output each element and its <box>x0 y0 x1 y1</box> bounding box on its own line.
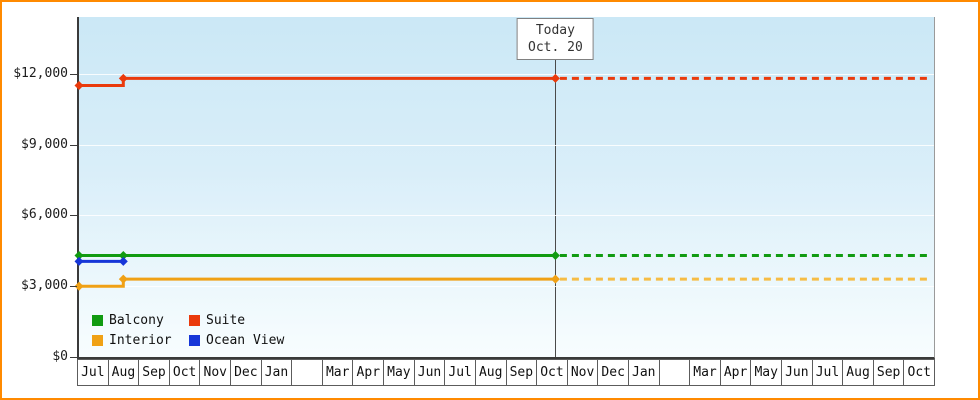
legend-label: Interior <box>109 333 172 348</box>
x-axis-empty-cell <box>659 359 691 386</box>
legend-label: Balcony <box>109 313 164 328</box>
y-axis-label: $12,000 <box>13 65 68 81</box>
data-point-marker-suite <box>118 73 128 83</box>
today-line <box>555 59 557 357</box>
y-axis-tick <box>70 144 77 146</box>
x-axis-month-cell: Nov <box>200 359 232 386</box>
x-axis-month-cell: Apr <box>720 359 752 386</box>
x-axis-month-cell: Sep <box>873 359 905 386</box>
today-annotation: Today Oct. 20 <box>516 18 594 60</box>
x-axis-month-cell: Nov <box>567 359 599 386</box>
today-annotation-line1: Today <box>535 23 575 38</box>
x-axis-month-cell: Jan <box>261 359 293 386</box>
x-axis-empty-cell <box>292 359 323 386</box>
y-axis-tick <box>70 357 77 358</box>
legend-item-suite: Suite <box>189 313 284 328</box>
x-axis-month-cell: Jul <box>445 359 476 386</box>
x-axis-month-cell: Oct <box>904 359 936 386</box>
data-point-marker-ocean-view <box>118 256 128 266</box>
data-point-marker-interior <box>118 274 128 284</box>
series-line-interior <box>79 277 556 288</box>
gridline <box>79 73 934 75</box>
gridline <box>79 144 934 146</box>
x-axis-month-cell: Mar <box>690 359 721 386</box>
x-axis-month-cell: Jul <box>812 359 844 386</box>
plot-area: Balcony Suite Interior Ocean View <box>74 17 935 359</box>
gridline <box>79 215 934 217</box>
data-point-marker-ocean-view <box>74 256 84 266</box>
x-axis-month-cell: Dec <box>231 359 262 386</box>
x-axis: Jul Aug Sep Oct Nov Dec Jan Mar Apr May Jun Jul Aug S… <box>77 359 936 386</box>
data-point-marker-interior <box>74 281 84 291</box>
y-axis-label: $3,000 <box>21 278 68 294</box>
x-axis-month-cell: Oct <box>169 359 201 386</box>
x-axis-month-cell: Aug <box>108 359 140 386</box>
data-point-marker-suite <box>550 73 560 83</box>
x-axis-month-cell: Sep <box>139 359 170 386</box>
y-axis-label: $0 <box>52 349 68 364</box>
x-axis-month-cell: Jun <box>782 359 813 386</box>
x-axis-month-cell: Jul <box>77 359 109 386</box>
x-axis-month-cell: Jan <box>628 359 660 386</box>
data-point-marker-balcony <box>550 251 560 260</box>
x-axis-month-cell: May <box>384 359 415 386</box>
data-point-marker-interior <box>550 274 560 284</box>
x-axis-month-cell: Dec <box>598 359 629 386</box>
x-axis-month-cell: May <box>751 359 783 386</box>
x-axis-month-cell: Mar <box>322 359 354 386</box>
series-svg <box>74 73 932 291</box>
data-point-marker-balcony <box>118 251 128 260</box>
y-axis-label: $6,000 <box>21 207 68 223</box>
x-axis-month-cell: Apr <box>353 359 385 386</box>
legend-item-balcony: Balcony <box>92 313 189 328</box>
x-axis-month-cell: Aug <box>475 359 507 386</box>
legend-swatch-ocean-view <box>189 335 200 346</box>
gridline <box>79 286 934 288</box>
data-point-marker-suite <box>74 81 84 90</box>
legend: Balcony Suite Interior Ocean View <box>92 313 284 348</box>
legend-item-ocean-view: Ocean View <box>189 333 284 348</box>
x-axis-month-cell: Oct <box>537 359 568 386</box>
legend-swatch-balcony <box>92 315 103 326</box>
legend-item-interior: Interior <box>92 333 189 348</box>
today-annotation-line2: Oct. 20 <box>527 40 583 55</box>
y-axis-label: $9,000 <box>21 136 68 152</box>
series-line-suite <box>79 76 556 87</box>
y-axis-tick <box>70 73 77 75</box>
y-axis-tick <box>70 286 77 288</box>
x-axis-month-cell: Aug <box>843 359 874 386</box>
legend-label: Ocean View <box>206 333 285 348</box>
x-axis-month-cell: Jun <box>414 359 446 386</box>
data-point-marker-balcony <box>74 251 84 260</box>
legend-swatch-interior <box>92 335 103 346</box>
x-axis-month-cell: Sep <box>506 359 538 386</box>
y-axis-tick <box>70 215 77 217</box>
legend-swatch-suite <box>189 315 200 326</box>
legend-label: Suite <box>206 313 246 328</box>
